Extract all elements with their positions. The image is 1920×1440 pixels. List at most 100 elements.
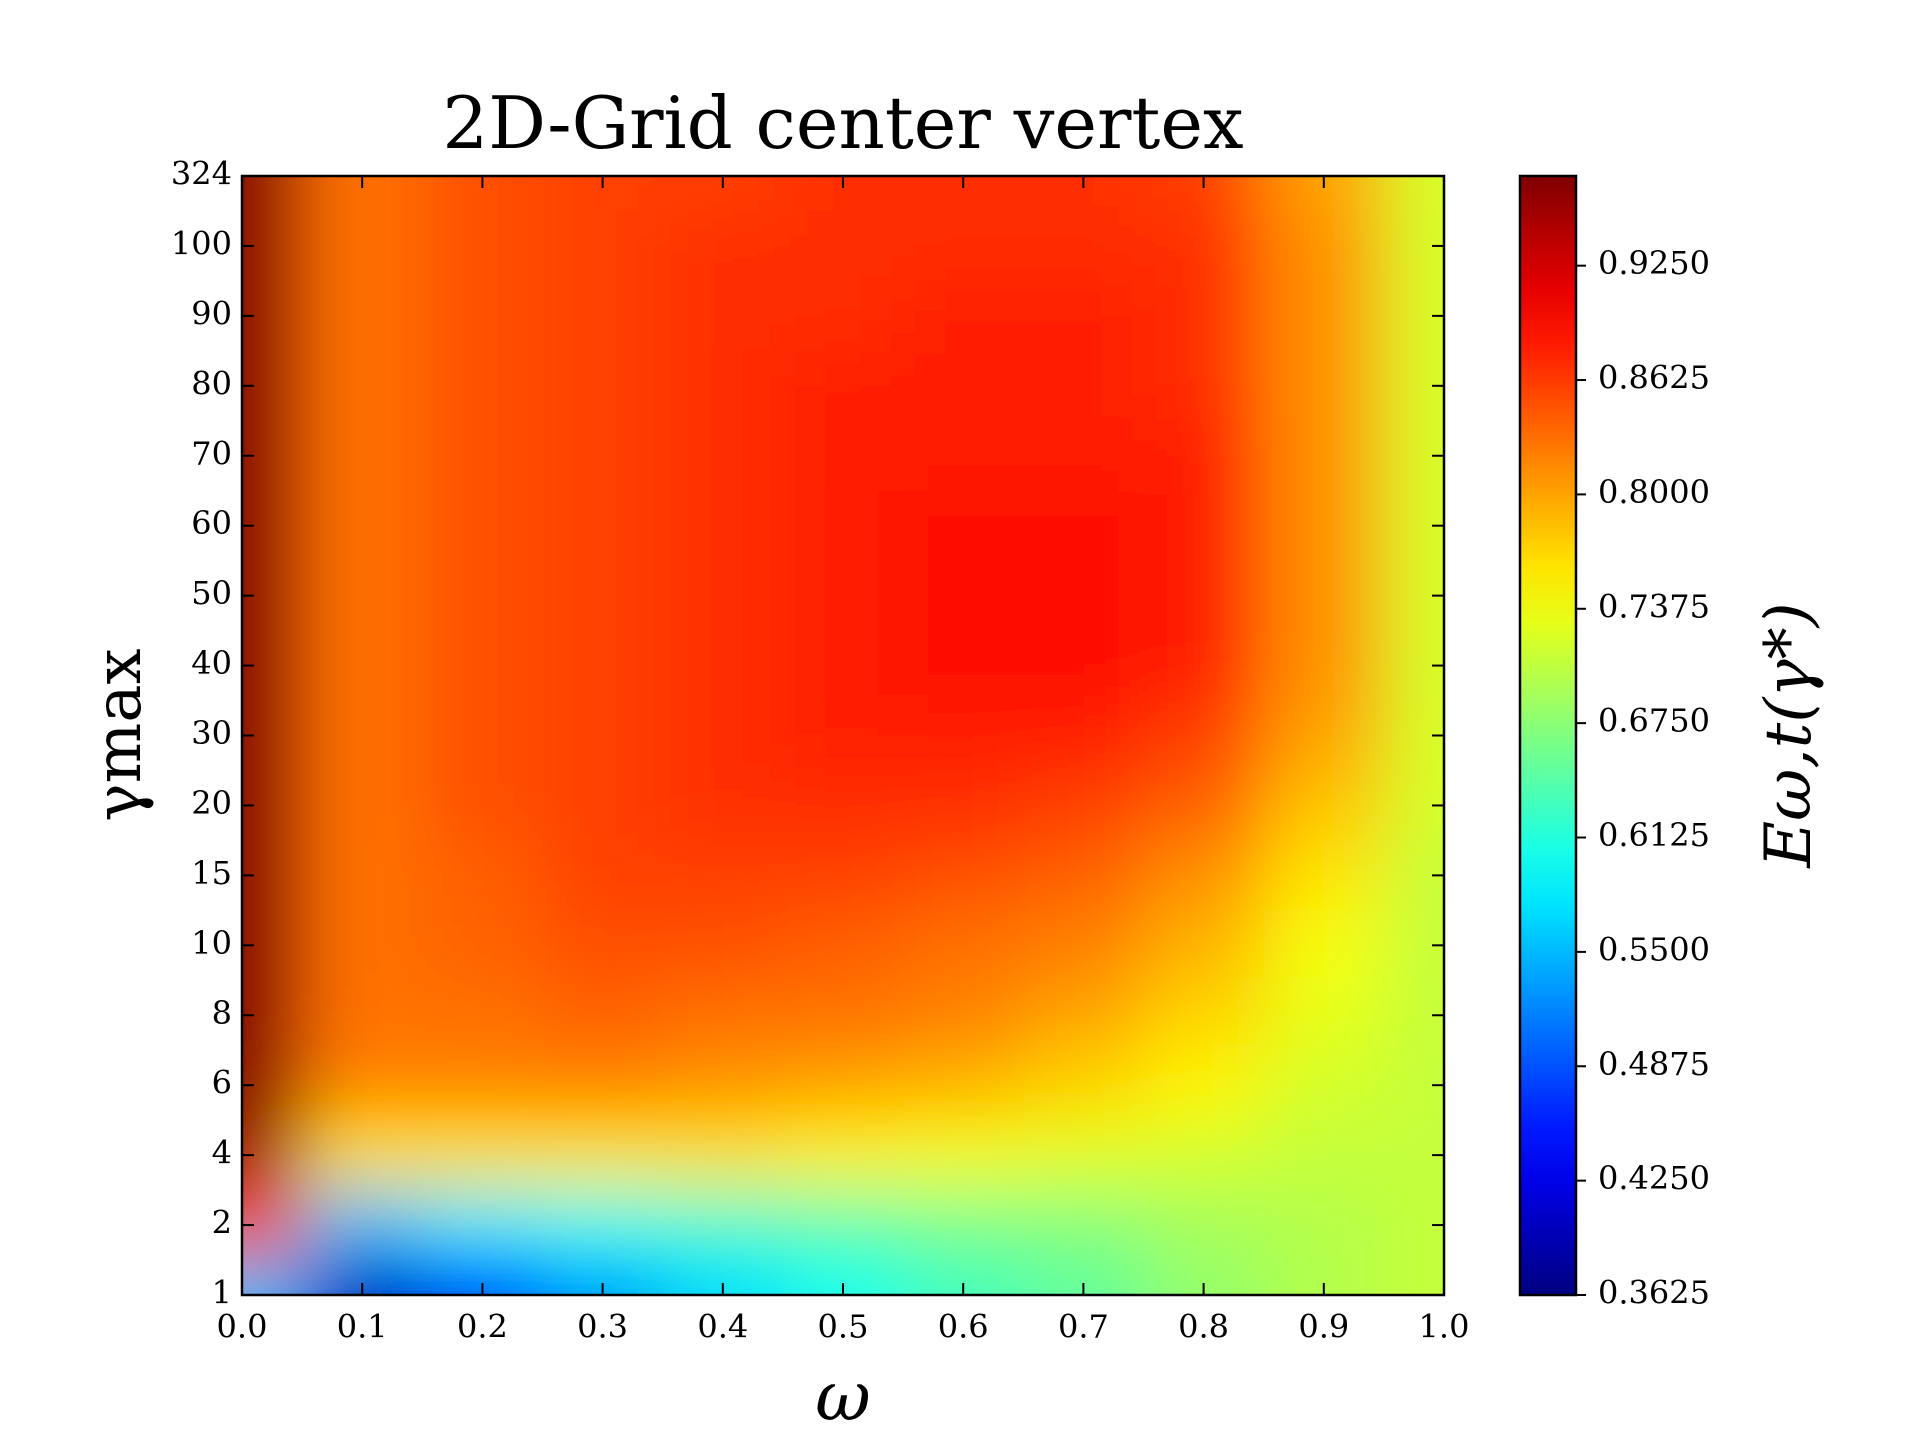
heatmap-cell [422,350,543,421]
heatmap-cell [302,1190,423,1261]
heatmap-cell [903,1120,1024,1191]
heatmap-cell [302,1120,423,1191]
heatmap-cell [1143,910,1264,981]
colorbar-tick-label: 0.8000 [1598,473,1710,511]
heatmap-cell [242,1120,303,1191]
heatmap-cell [1263,1190,1384,1261]
y-tick-label: 80 [191,364,232,402]
heatmap-cell [662,350,783,421]
colorbar [1520,176,1576,1295]
heatmap-cell [1143,560,1264,631]
y-tick-label: 10 [191,924,232,962]
heatmap-cell [782,1120,904,1191]
heatmap-cell [1023,1120,1144,1191]
heatmap-area [242,176,1444,1295]
colorbar-tick-label: 0.6750 [1598,702,1710,740]
y-tick-label: 50 [191,574,232,612]
heatmap-cell [242,1260,303,1295]
heatmap-cell [542,770,663,841]
heatmap-cell [302,910,423,981]
heatmap-cell [903,840,1024,911]
heatmap-cell [242,350,303,421]
heatmap-cell [782,840,904,911]
heatmap-cell [1023,770,1144,841]
y-tick-label: 20 [191,784,232,822]
heatmap-cell [242,700,303,771]
heatmap-cells [242,176,1444,1295]
heatmap-cell [903,630,1024,701]
heatmap-cell [782,630,904,701]
heatmap-cell [1263,700,1384,771]
heatmap-cell [422,840,543,911]
heatmap-cell [903,980,1024,1051]
heatmap-cell [903,770,1024,841]
heatmap-cell [782,560,904,631]
heatmap-cell [242,210,303,281]
colorbar-tick-label: 0.8625 [1598,359,1710,397]
y-tick-label: 6 [212,1064,232,1102]
heatmap-cell [782,490,904,561]
y-tick-label: 4 [212,1134,232,1172]
colorbar-tick-label: 0.7375 [1598,587,1710,625]
heatmap-cell [1143,630,1264,701]
heatmap-cell [422,980,543,1051]
heatmap-cell [422,420,543,491]
chart-title: 2D-Grid center vertex [442,81,1243,165]
heatmap-cell [903,210,1024,281]
heatmap-cell [542,280,663,351]
colorbar-tick-label: 0.5500 [1598,930,1710,968]
heatmap-cell [302,420,423,491]
heatmap-cell [242,280,303,351]
heatmap-cell [903,280,1024,351]
heatmap-cell [662,560,783,631]
y-tick-label: 40 [191,644,232,682]
heatmap-cell [1023,490,1144,561]
heatmap-cell [422,560,543,631]
colorbar-tick-label: 0.3625 [1598,1274,1710,1312]
heatmap-cell [1023,560,1144,631]
y-tick-label: 2 [212,1204,232,1242]
heatmap-cell [302,700,423,771]
heatmap-cell [542,560,663,631]
y-tick-label: 30 [191,714,232,752]
heatmap-cell [422,770,543,841]
x-tick-label: 0.6 [938,1308,989,1346]
heatmap-cell [782,420,904,491]
heatmap-cell [662,420,783,491]
heatmap-cell [662,280,783,351]
y-axis-label: γmax [82,648,156,821]
heatmap-cell [1143,350,1264,421]
heatmap-cell [662,1120,783,1191]
y-tick-label: 70 [191,434,232,472]
heatmap-cell [542,350,663,421]
heatmap-cell [422,910,543,981]
x-tick-label: 0.4 [697,1308,748,1346]
heatmap-cell [1023,630,1144,701]
colorbar-tick-label: 0.9250 [1598,244,1710,282]
y-tick-label: 90 [191,294,232,332]
y-tick-label: 15 [191,854,232,892]
heatmap-cell [1023,1190,1144,1261]
heatmap-cell [903,560,1024,631]
heatmap-cell [903,910,1024,981]
heatmap-cell [542,210,663,281]
heatmap-cell [242,176,303,211]
heatmap-cell [662,1190,783,1261]
heatmap-cell [1143,280,1264,351]
heatmap-cell [422,490,543,561]
heatmap-cell [1263,840,1384,911]
heatmap-cell [302,490,423,561]
y-tick-label: 100 [171,224,232,262]
heatmap-cell [302,1050,423,1121]
heatmap-cell [422,700,543,771]
y-tick-label: 8 [212,994,232,1032]
x-tick-label: 1.0 [1419,1308,1470,1346]
heatmap-cell [422,280,543,351]
heatmap-cell [542,910,663,981]
heatmap-cell [1143,420,1264,491]
heatmap-cell [302,840,423,911]
heatmap-cell [1023,280,1144,351]
heatmap-cell [542,1050,663,1121]
heatmap-cell [1023,700,1144,771]
heatmap-cell [662,490,783,561]
